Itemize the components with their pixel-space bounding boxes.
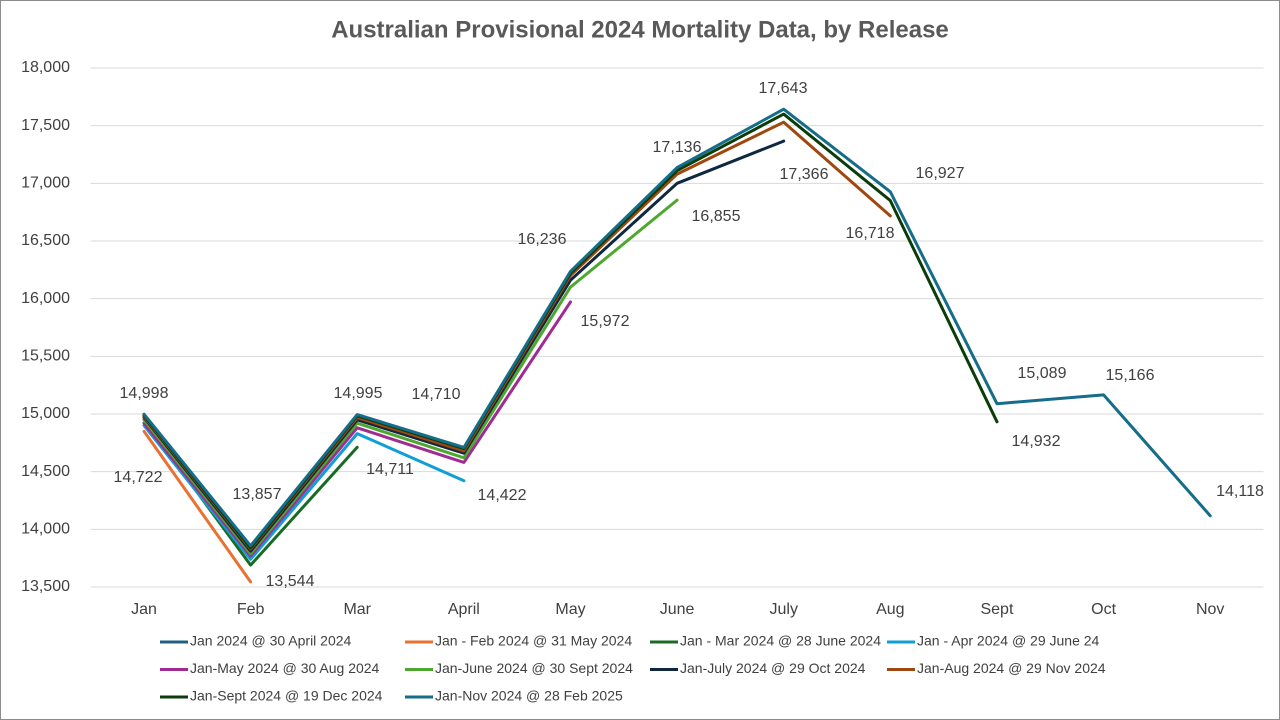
legend-label: Jan-May 2024 @ 30 Aug 2024 <box>190 660 380 676</box>
legend-label: Jan-July 2024 @ 29 Oct 2024 <box>680 660 866 676</box>
data-label: 16,855 <box>692 208 741 225</box>
data-label: 13,544 <box>266 573 315 590</box>
legend-label: Jan - Apr 2024 @ 29 June 24 <box>917 633 1100 649</box>
data-label: 16,236 <box>518 231 567 248</box>
legend-label: Jan - Feb 2024 @ 31 May 2024 <box>435 633 632 649</box>
y-tick-label: 18,000 <box>21 59 70 76</box>
data-label: 14,995 <box>334 385 383 402</box>
data-label: 15,089 <box>1018 365 1067 382</box>
series-line <box>142 429 253 584</box>
x-tick-label: July <box>769 601 797 618</box>
x-tick-label: Aug <box>876 601 904 618</box>
series-line <box>142 107 1212 548</box>
x-tick-label: Sept <box>980 601 1013 618</box>
x-tick-label: Mar <box>343 601 371 618</box>
data-label: 14,118 <box>1216 483 1264 500</box>
data-label: 14,932 <box>1012 433 1061 450</box>
legend: Jan 2024 @ 30 April 2024 Jan - Feb 2024 @… <box>160 633 1106 704</box>
legend-label: Jan 2024 @ 30 April 2024 <box>190 633 352 649</box>
legend-label: Jan-Sept 2024 @ 19 Dec 2024 <box>190 688 383 704</box>
data-label: 14,998 <box>120 385 169 402</box>
data-label: 15,166 <box>1106 367 1155 384</box>
y-tick-label: 15,000 <box>21 405 70 422</box>
y-tick-label: 17,500 <box>21 117 70 134</box>
x-tick-label: Feb <box>237 601 265 618</box>
data-label: 16,927 <box>916 165 965 182</box>
data-label: 14,422 <box>478 487 527 504</box>
x-tick-label: Nov <box>1196 601 1224 618</box>
legend-label: Jan-Nov 2024 @ 28 Feb 2025 <box>435 688 623 704</box>
y-tick-label: 14,000 <box>21 521 70 538</box>
data-label: 13,857 <box>233 486 282 503</box>
legend-label: Jan-Aug 2024 @ 29 Nov 2024 <box>917 660 1106 676</box>
legend-label: Jan-June 2024 @ 30 Sept 2024 <box>435 660 633 676</box>
series-line <box>142 300 572 558</box>
data-label: 17,643 <box>759 80 808 97</box>
x-tick-label: May <box>555 601 585 618</box>
y-tick-label: 15,500 <box>21 348 70 365</box>
data-label: 14,710 <box>412 386 461 403</box>
y-tick-label: 17,000 <box>21 175 70 192</box>
y-tick-label: 13,500 <box>21 578 70 595</box>
chart-title: Australian Provisional 2024 Mortality Da… <box>331 16 949 43</box>
data-label: 14,722 <box>114 469 163 486</box>
x-tick-label: June <box>660 601 695 618</box>
data-label: 14,711 <box>366 461 414 478</box>
x-tick-label: April <box>448 601 480 618</box>
data-label: 17,366 <box>780 166 829 183</box>
data-label: 17,136 <box>653 139 702 156</box>
y-tick-label: 16,500 <box>21 232 70 249</box>
data-label: 16,718 <box>846 225 895 242</box>
y-tick-label: 14,500 <box>21 463 70 480</box>
legend-label: Jan - Mar 2024 @ 28 June 2024 <box>680 633 881 649</box>
x-tick-label: Oct <box>1091 601 1116 618</box>
y-tick-label: 16,000 <box>21 290 70 307</box>
series-line <box>142 139 786 553</box>
x-tick-label: Jan <box>131 601 157 618</box>
series-line <box>142 424 466 561</box>
data-label: 15,972 <box>581 313 630 330</box>
